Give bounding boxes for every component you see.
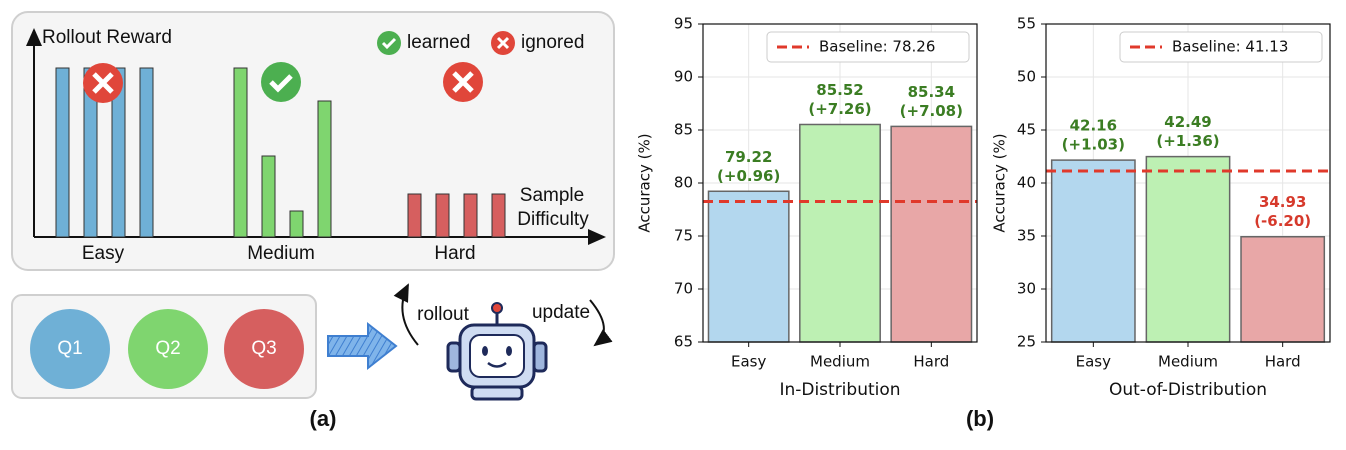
- y-tick-label: 55: [1017, 15, 1036, 33]
- legend-label: learned: [407, 32, 470, 53]
- robot: [446, 302, 548, 401]
- plot-frame: [1045, 23, 1331, 343]
- y-tick-label: 95: [674, 15, 693, 33]
- arrow: [327, 321, 398, 371]
- y-tick-label: 90: [674, 68, 693, 86]
- bar: [890, 125, 973, 343]
- x-tick-label: Easy: [731, 353, 766, 371]
- delta-label: (+1.03): [1062, 136, 1125, 154]
- legend-label: ignored: [521, 32, 584, 53]
- y-tick-label: 85: [674, 121, 693, 139]
- value-label: 42.16: [1070, 117, 1117, 135]
- x-axis-label: Sample: [520, 185, 584, 206]
- caption: (a): [310, 406, 337, 431]
- delta-label: (+1.36): [1156, 132, 1219, 150]
- y-axis-label: Rollout Reward: [42, 27, 172, 48]
- question: [30, 309, 110, 389]
- y-tick-label: 40: [1017, 174, 1036, 192]
- question-label: Q3: [251, 338, 276, 359]
- group-label: Easy: [82, 243, 125, 264]
- bar: [1050, 159, 1136, 343]
- group-label: Hard: [434, 243, 475, 264]
- x-axis-label: In-Distribution: [779, 380, 900, 400]
- delta-label: (+7.26): [808, 100, 871, 118]
- y-axis-label: Accuracy (%): [636, 133, 654, 232]
- value-label: 42.49: [1164, 113, 1211, 131]
- value-label: 85.52: [816, 81, 863, 99]
- bar: [707, 190, 790, 343]
- question-label: Q1: [57, 338, 82, 359]
- bar: [1240, 235, 1326, 343]
- x-tick-label: Easy: [1076, 353, 1111, 371]
- y-tick-label: 30: [1017, 280, 1036, 298]
- delta-label: (+0.96): [717, 167, 780, 185]
- x-tick-label: Medium: [1158, 353, 1218, 371]
- legend-label: Baseline: 41.13: [1172, 38, 1288, 56]
- value-label: 79.22: [725, 148, 772, 166]
- y-tick-label: 50: [1017, 68, 1036, 86]
- x-axis-label: Difficulty: [517, 209, 589, 230]
- value-label: 85.34: [908, 83, 955, 101]
- legend: [1119, 31, 1323, 63]
- question: [128, 309, 208, 389]
- group-label: Medium: [247, 243, 315, 264]
- y-tick-label: 45: [1017, 121, 1036, 139]
- y-tick-label: 75: [674, 227, 693, 245]
- delta-label: (+7.08): [900, 102, 963, 120]
- panel-a: Rollout Reward Sample Difficulty learned…: [11, 11, 615, 431]
- update-label: update: [532, 302, 590, 323]
- question: [224, 309, 304, 389]
- rollout-label: rollout: [417, 304, 469, 325]
- y-tick-label: 25: [1017, 333, 1036, 351]
- reward-bars: [55, 67, 506, 238]
- plot-frame: [702, 23, 978, 343]
- rollout-arrow: [393, 283, 419, 346]
- x-tick-label: Hard: [913, 353, 949, 371]
- legend-label: Baseline: 78.26: [819, 38, 935, 56]
- y-tick-label: 65: [674, 333, 693, 351]
- legend: [766, 31, 970, 63]
- update-arrow: [589, 299, 613, 347]
- y-tick-label: 80: [674, 174, 693, 192]
- y-tick-label: 35: [1017, 227, 1036, 245]
- y-axis-label: Accuracy (%): [991, 133, 1009, 232]
- bar: [799, 123, 881, 343]
- value-label: 34.93: [1259, 193, 1306, 211]
- bar: [1145, 155, 1231, 343]
- x-tick-label: Medium: [810, 353, 870, 371]
- y-tick-label: 70: [674, 280, 693, 298]
- check-icon: [261, 62, 301, 102]
- x-axis-label: Out-of-Distribution: [1109, 380, 1267, 400]
- question-label: Q2: [155, 338, 180, 359]
- x-tick-label: Hard: [1265, 353, 1301, 371]
- caption: (b): [966, 406, 994, 431]
- delta-label: (-6.20): [1254, 212, 1311, 230]
